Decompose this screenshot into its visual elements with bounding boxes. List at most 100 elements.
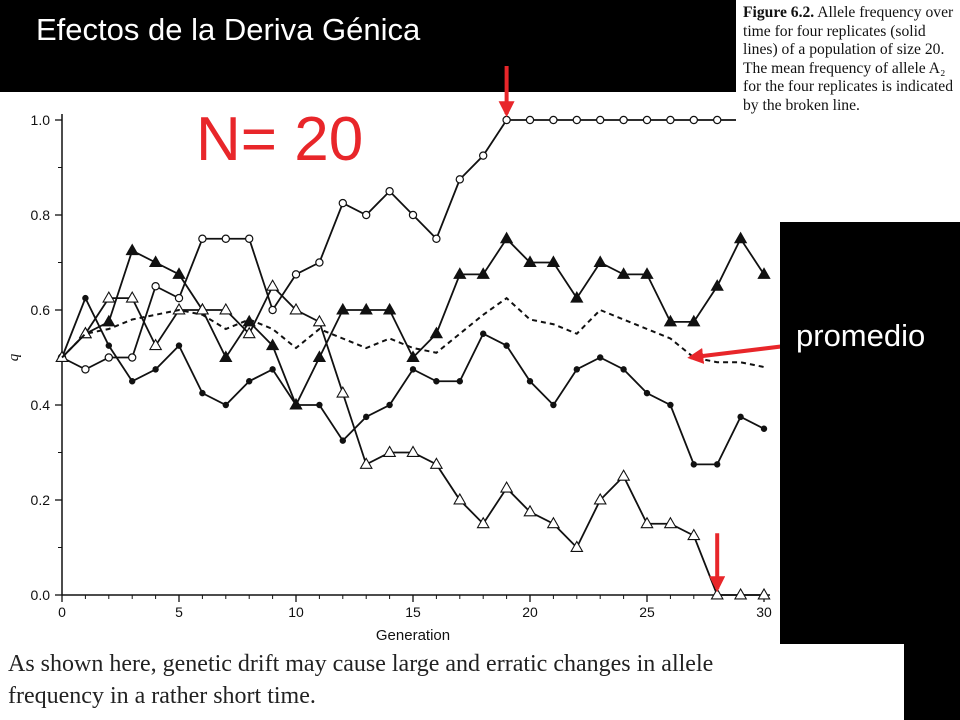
- data-point-filled-triangle: [219, 350, 233, 362]
- data-point-open-circle: [432, 234, 441, 243]
- data-point-dot: [690, 461, 697, 468]
- data-point-open-circle: [151, 282, 160, 291]
- data-point-filled-triangle: [312, 350, 327, 362]
- data-point-dot: [246, 378, 253, 385]
- data-point-dot: [550, 401, 557, 409]
- data-point-open-triangle: [148, 338, 163, 351]
- data-point-filled-triangle: [336, 302, 350, 315]
- data-point-open-circle: [268, 305, 277, 315]
- series-line: [61, 236, 765, 408]
- data-point-open-circle: [642, 115, 652, 125]
- data-point-dot: [175, 342, 183, 349]
- x-tick-label: 0: [58, 604, 66, 620]
- data-point-filled-triangle: [733, 231, 748, 244]
- data-point-open-triangle: [242, 326, 256, 339]
- data-point-filled-triangle: [429, 326, 444, 339]
- y-tick-label: 1.0: [31, 112, 51, 128]
- data-point-dot: [433, 378, 440, 385]
- y-axis-label: q: [6, 353, 22, 361]
- data-point-open-triangle: [757, 587, 771, 600]
- plot-area: 0.0 0.2 0.4 0.6 0.8 1.0 0 5 10 15 20 25 30 Generation…: [0, 66, 819, 644]
- data-point-filled-triangle: [453, 267, 467, 279]
- data-point-dot: [714, 461, 721, 468]
- y-tick-label: 0.8: [31, 207, 51, 223]
- data-point-open-triangle: [499, 481, 514, 493]
- figure-caption-box: [736, 0, 960, 222]
- data-point-open-triangle: [359, 457, 373, 469]
- data-point-filled-triangle: [265, 338, 280, 351]
- data-point-open-triangle: [102, 291, 116, 303]
- data-point-dot: [316, 401, 323, 409]
- population-size-label: N= 20: [196, 105, 364, 174]
- data-point-open-circle: [408, 210, 418, 220]
- data-point-open-circle: [689, 115, 699, 125]
- data-point-filled-triangle: [102, 314, 116, 327]
- data-point-dot: [737, 413, 744, 421]
- series-1: [57, 115, 769, 374]
- data-point-filled-triangle: [640, 267, 654, 279]
- data-point-open-circle: [572, 115, 582, 125]
- x-tick-label: 30: [756, 604, 772, 620]
- data-point-filled-triangle: [406, 350, 420, 362]
- data-point-open-triangle: [523, 504, 537, 517]
- data-point-dot: [456, 378, 463, 385]
- data-point-open-circle: [338, 198, 347, 208]
- data-point-open-circle: [221, 234, 230, 243]
- data-point-dot: [269, 366, 276, 373]
- data-point-open-circle: [455, 175, 464, 184]
- figure-caption-text: Allele frequency over time for four repl…: [743, 4, 954, 114]
- data-point-dot: [409, 366, 417, 373]
- data-point-dot: [480, 330, 487, 337]
- data-point-filled-triangle: [148, 255, 163, 267]
- data-point-filled-triangle: [546, 255, 561, 267]
- data-point-open-circle: [619, 115, 628, 125]
- data-point-dot: [292, 401, 300, 409]
- data-point-filled-triangle: [359, 302, 373, 315]
- x-tick-label: 20: [522, 604, 538, 620]
- data-point-dot: [339, 437, 346, 444]
- data-point-dot: [503, 342, 510, 349]
- data-point-open-circle: [479, 151, 488, 160]
- data-point-open-triangle: [733, 587, 748, 600]
- data-point-open-circle: [362, 210, 371, 220]
- y-tick-label: 0.6: [31, 302, 51, 318]
- data-point-dot: [760, 425, 768, 432]
- data-point-open-circle: [244, 234, 254, 243]
- data-point-open-circle: [713, 115, 722, 125]
- data-point-filled-triangle: [499, 231, 514, 244]
- data-point-dot: [222, 401, 229, 409]
- data-point-open-triangle: [570, 540, 584, 552]
- data-point-open-triangle: [312, 314, 327, 327]
- bottom-note-line-1: As shown here, genetic drift may cause l…: [8, 651, 714, 677]
- y-tick-label: 0.2: [31, 492, 51, 508]
- data-point-open-triangle: [616, 469, 631, 481]
- data-point-open-triangle: [289, 302, 303, 315]
- data-point-dot: [199, 389, 206, 397]
- data-point-filled-triangle: [125, 243, 139, 256]
- data-point-dot: [129, 378, 136, 385]
- data-point-filled-triangle: [523, 255, 537, 267]
- data-point-open-circle: [525, 115, 535, 125]
- data-point-open-circle: [291, 270, 301, 279]
- data-point-filled-triangle: [382, 302, 397, 315]
- data-point-open-triangle: [476, 516, 490, 529]
- data-point-open-circle: [104, 353, 114, 362]
- data-point-open-triangle: [663, 516, 678, 529]
- data-point-filled-triangle: [710, 279, 724, 291]
- data-point-open-triangle: [593, 492, 607, 505]
- x-tick-label: 5: [175, 604, 183, 620]
- data-point-open-circle: [385, 187, 394, 196]
- data-point-filled-triangle: [172, 267, 186, 279]
- data-point-open-circle: [596, 115, 605, 125]
- data-point-open-triangle: [219, 302, 233, 315]
- data-point-open-triangle: [453, 492, 467, 505]
- series-line: [61, 296, 765, 368]
- data-point-dot: [152, 366, 159, 373]
- data-point-open-triangle: [546, 516, 561, 529]
- y-tick-label: 0.0: [31, 587, 51, 603]
- series-line: [61, 295, 765, 466]
- data-point-open-triangle: [382, 445, 397, 457]
- right-panel: [780, 222, 960, 644]
- data-point-open-triangle: [687, 528, 701, 541]
- chart-axes: 0.0 0.2 0.4 0.6 0.8 1.0 0 5 10 15 20 25 30 Generation…: [6, 112, 772, 644]
